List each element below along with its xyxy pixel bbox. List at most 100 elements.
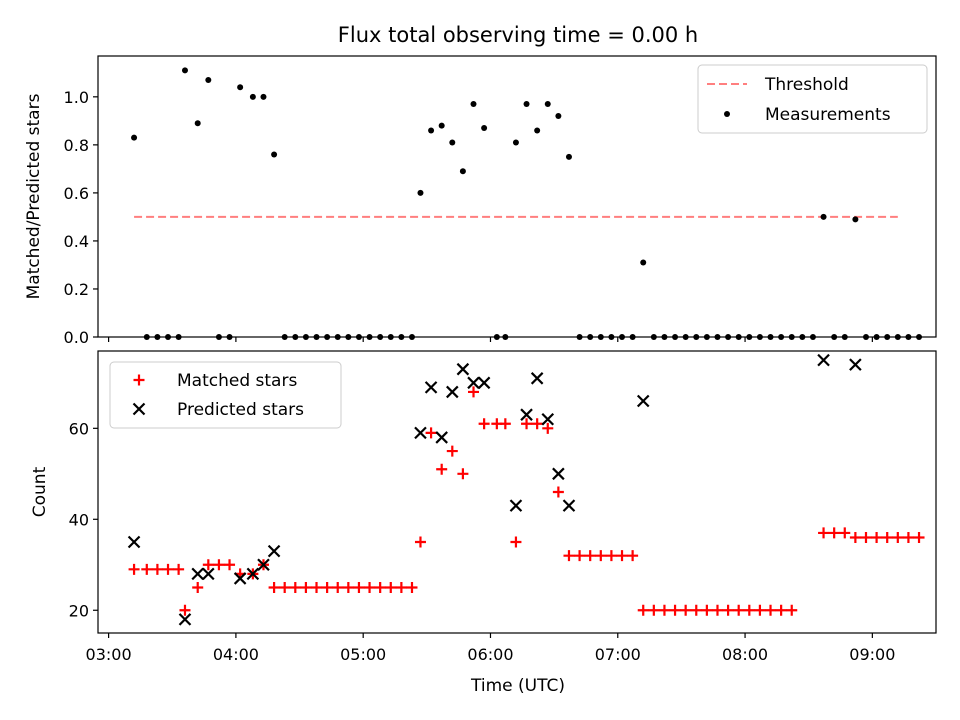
predicted-stars-point	[202, 567, 215, 581]
legend-measurements-label: Measurements	[765, 105, 891, 125]
measurement-point	[534, 127, 541, 134]
matched-stars-point	[311, 582, 323, 594]
predicted-stars-point	[257, 558, 270, 572]
matched-stars-point	[595, 550, 607, 562]
predicted-stars-point	[414, 426, 427, 440]
y-tick-label: 0.4	[64, 232, 89, 251]
measurement-point	[852, 216, 859, 223]
matched-stars-point	[584, 550, 596, 562]
predicted-stars-point	[849, 358, 862, 371]
matched-stars-point	[457, 468, 469, 480]
legend-matched-label: Matched stars	[177, 371, 297, 391]
predicted-stars-point	[562, 499, 576, 512]
measurement-point	[249, 93, 256, 100]
measurement-point	[194, 120, 201, 127]
x-tick-label: 09:00	[849, 645, 895, 664]
measurement-point	[260, 93, 267, 100]
measurement-point	[512, 139, 519, 146]
matched-stars-point	[839, 527, 851, 539]
matched-stars-point	[616, 550, 628, 562]
matched-stars-point	[385, 582, 397, 594]
legend-predicted-label: Predicted stars	[177, 400, 304, 420]
x-tick-label: 06:00	[467, 645, 513, 664]
matched-stars-point	[202, 559, 214, 571]
y-tick-label: 1.0	[64, 88, 89, 107]
legend-threshold-label: Threshold	[764, 75, 849, 95]
ratio-plot: Matched/Predicted stars 0.0 0.2 0.4 0.6 0.8 1…	[24, 55, 937, 347]
matched-stars-point	[300, 582, 312, 594]
matched-stars-point	[353, 582, 365, 594]
x-tick-label: 04:00	[213, 645, 259, 664]
matched-stars-point	[690, 604, 702, 616]
matched-stars-point	[849, 531, 861, 543]
matched-stars-point	[754, 604, 766, 616]
matched-stars-point	[499, 418, 511, 430]
measurement-point	[181, 67, 188, 74]
matched-stars-point	[192, 582, 204, 594]
measurement-point	[481, 125, 488, 132]
measurement-point	[523, 101, 530, 108]
matched-stars-point	[722, 604, 734, 616]
legend: Threshold Measurements	[697, 64, 928, 134]
matched-stars-point	[733, 604, 745, 616]
predicted-stars-point	[817, 353, 830, 367]
predicted-stars-point	[191, 567, 204, 581]
measurement-point	[544, 101, 551, 108]
y-tick-label: 0.8	[64, 136, 89, 155]
measurement-point	[438, 122, 445, 129]
measurement-point	[459, 168, 466, 175]
matched-stars-point	[828, 527, 840, 539]
matched-stars-point	[510, 536, 522, 548]
predicted-stars-point	[456, 362, 470, 376]
matched-stars-point	[406, 582, 418, 594]
measurement-point	[271, 151, 278, 158]
predicted-stars-point	[552, 467, 565, 481]
matched-stars-point	[669, 604, 681, 616]
matched-stars-point	[521, 418, 533, 430]
predicted-stars-point	[636, 394, 650, 408]
matched-stars-point	[881, 531, 893, 543]
predicted-stars-point	[520, 408, 533, 421]
matched-stars-point	[151, 563, 163, 575]
measurement-point	[449, 139, 456, 146]
matched-stars-point	[179, 604, 191, 616]
matched-stars-point	[478, 418, 490, 430]
matched-stars-point	[468, 386, 480, 398]
matched-stars-point	[711, 604, 723, 616]
matched-stars-point	[892, 531, 904, 543]
ratio-y-axis-label: Matched/Predicted stars	[24, 93, 44, 299]
matched-stars-point	[321, 582, 333, 594]
predicted-stars-point	[541, 412, 555, 426]
x-tick-label: 03:00	[86, 645, 132, 664]
predicted-stars-point	[424, 381, 438, 394]
matched-stars-point	[902, 531, 914, 543]
legend-box	[697, 64, 928, 134]
matched-stars-point	[871, 531, 883, 543]
matched-stars-point	[637, 604, 649, 616]
x-axis-label: Time (UTC)	[470, 676, 565, 696]
matched-stars-point	[342, 582, 354, 594]
matched-stars-point	[605, 550, 617, 562]
matched-stars-point	[224, 559, 236, 571]
matched-stars-point	[446, 445, 458, 457]
y-tick-label: 40	[69, 510, 89, 529]
measurement-point	[555, 113, 562, 120]
matched-stars-point	[414, 536, 426, 548]
predicted-stars-point	[446, 385, 459, 399]
matched-stars-point	[913, 531, 925, 543]
matched-stars-point	[818, 527, 830, 539]
matched-stars-point	[268, 582, 280, 594]
matched-stars-point	[563, 550, 575, 562]
measurement-point	[417, 189, 424, 196]
legend-measurements-swatch	[724, 111, 730, 117]
y-tick-label: 0.6	[64, 184, 89, 203]
matched-stars-point	[141, 563, 153, 575]
measurement-point	[565, 153, 572, 160]
matched-stars-point	[701, 604, 713, 616]
y-tick-label: 20	[69, 601, 89, 620]
measurement-point	[131, 134, 138, 141]
predicted-stars-point	[467, 376, 480, 390]
matched-stars-point	[786, 604, 798, 616]
axes-frame	[97, 55, 937, 338]
